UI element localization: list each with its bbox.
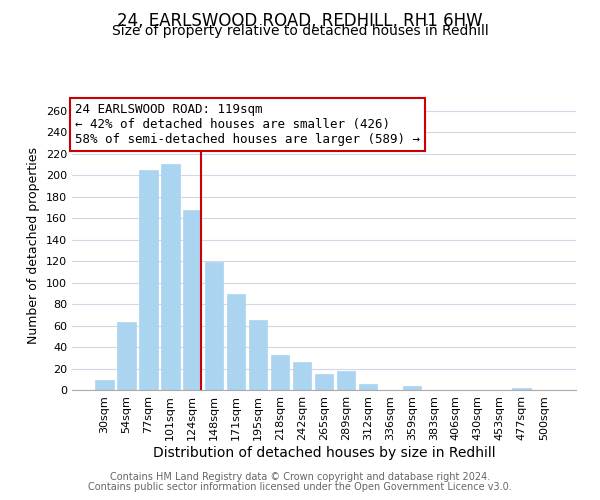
Y-axis label: Number of detached properties: Number of detached properties [28,146,40,344]
Text: Size of property relative to detached houses in Redhill: Size of property relative to detached ho… [112,24,488,38]
X-axis label: Distribution of detached houses by size in Redhill: Distribution of detached houses by size … [152,446,496,460]
Bar [293,362,311,390]
Bar [512,388,531,390]
Bar [205,262,223,390]
Bar [95,380,113,390]
Bar [139,170,158,390]
Text: Contains HM Land Registry data © Crown copyright and database right 2024.: Contains HM Land Registry data © Crown c… [110,472,490,482]
Text: 24 EARLSWOOD ROAD: 119sqm
← 42% of detached houses are smaller (426)
58% of semi: 24 EARLSWOOD ROAD: 119sqm ← 42% of detac… [74,103,419,146]
Bar [403,386,421,390]
Bar [183,210,202,390]
Bar [359,384,377,390]
Bar [117,322,136,390]
Bar [249,320,268,390]
Bar [227,294,245,390]
Bar [337,370,355,390]
Bar [314,374,334,390]
Bar [271,354,289,390]
Bar [161,164,179,390]
Text: Contains public sector information licensed under the Open Government Licence v3: Contains public sector information licen… [88,482,512,492]
Text: 24, EARLSWOOD ROAD, REDHILL, RH1 6HW: 24, EARLSWOOD ROAD, REDHILL, RH1 6HW [117,12,483,30]
